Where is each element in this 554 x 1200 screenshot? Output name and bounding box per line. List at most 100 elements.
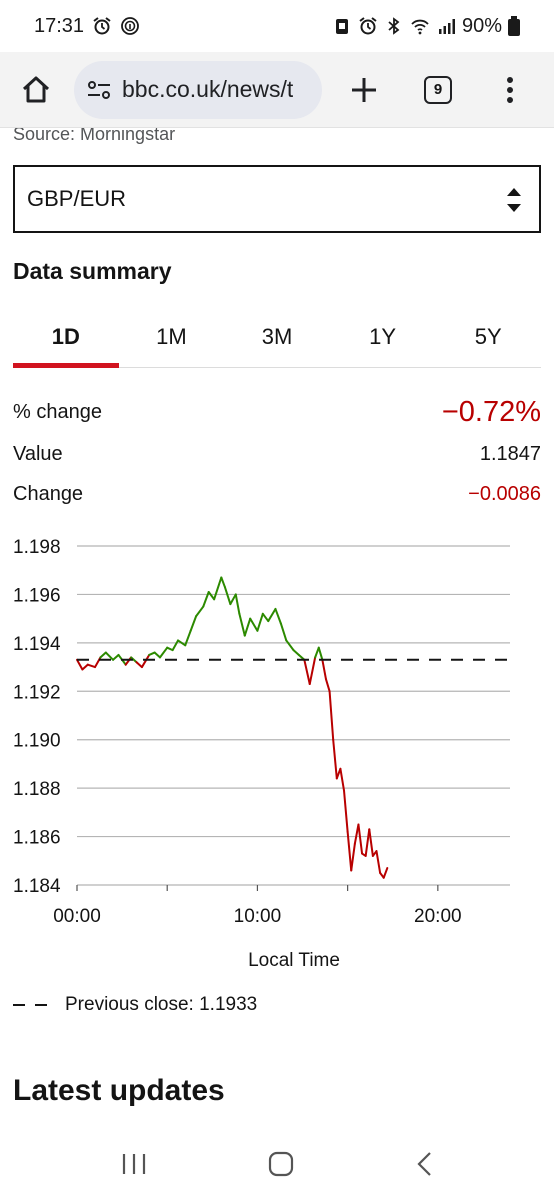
x-tick-label: 20:00 <box>414 906 462 927</box>
series-line-segment <box>130 656 138 664</box>
alarm-icon <box>93 17 111 35</box>
series-line-segment <box>364 828 371 857</box>
series-line-segment <box>339 767 346 792</box>
series-line-segment <box>249 617 259 632</box>
home-button[interactable] <box>14 68 58 112</box>
y-tick-label: 1.192 <box>13 682 61 703</box>
series-line-segment <box>202 591 210 608</box>
y-tick-label: 1.188 <box>13 779 61 800</box>
y-tick-label: 1.198 <box>13 537 61 558</box>
dashed-line-legend-icon <box>13 1004 53 1006</box>
select-arrows-icon <box>507 188 521 212</box>
series-line-segment <box>238 612 246 637</box>
chart-legend: Previous close: 1.1933 <box>13 994 257 1016</box>
series-line-segment <box>357 823 364 855</box>
series-line-segment <box>213 576 223 601</box>
signal-icon <box>438 19 455 34</box>
site-settings-icon[interactable] <box>86 79 112 101</box>
status-bar: 17:31 90% <box>0 0 554 52</box>
value-row: Value 1.1847 <box>13 443 541 466</box>
tab-1d[interactable]: 1D <box>13 306 119 368</box>
y-tick-label: 1.190 <box>13 731 61 752</box>
series-line-segment <box>229 593 237 606</box>
series-line-segment <box>321 658 327 681</box>
series-line-segment <box>343 789 349 833</box>
series-line-segment <box>124 656 133 666</box>
previous-close-label: Previous close: 1.1933 <box>65 994 258 1015</box>
change-row: Change −0.0086 <box>13 483 541 506</box>
tab-1y[interactable]: 1Y <box>369 323 397 349</box>
x-tick-label: 00:00 <box>53 906 101 927</box>
series-line-segment <box>292 649 300 656</box>
browser-toolbar: bbc.co.uk/news/t 9 <box>0 52 554 128</box>
series-line-segment <box>375 850 382 874</box>
tab-3m[interactable]: 3M <box>261 323 293 349</box>
series-line-segment <box>261 612 270 623</box>
series-line-segment <box>243 617 252 637</box>
series-line-segment <box>135 661 143 669</box>
series-line-segment <box>279 622 288 642</box>
new-tab-button[interactable] <box>342 68 386 112</box>
series-line-segment <box>332 738 338 780</box>
series-line-segment <box>324 678 331 693</box>
series-line-segment <box>303 658 311 686</box>
recent-apps-icon[interactable] <box>121 1152 147 1176</box>
series-line-segment <box>314 646 320 659</box>
y-tick-label: 1.194 <box>13 634 61 655</box>
change-value: −0.0086 <box>468 483 541 505</box>
page-content: Source: Morningstar GBP/EUR Data summary… <box>0 128 554 1128</box>
series-line-segment <box>308 656 317 686</box>
url-text: bbc.co.uk/news/t <box>122 76 294 102</box>
home-icon <box>22 76 50 102</box>
pct-change-row: % change −0.72% <box>13 396 541 429</box>
series-line-segment <box>184 629 192 647</box>
bluetooth-icon <box>388 17 400 35</box>
series-line-segment <box>158 646 169 659</box>
tab-switcher-button[interactable]: 9 <box>416 68 460 112</box>
series-line-segment <box>195 605 205 618</box>
home-nav-icon[interactable] <box>268 1151 294 1177</box>
series-line-segment <box>76 658 84 671</box>
tab-1m[interactable]: 1M <box>156 323 187 349</box>
series-line-segment <box>285 639 295 652</box>
pct-change-value: −0.72% <box>441 396 541 428</box>
battery-percent: 90% <box>461 14 502 37</box>
series-line-segment <box>171 639 180 652</box>
series-line-segment <box>317 646 324 661</box>
fingerprint-icon <box>121 17 139 35</box>
more-vertical-icon <box>507 76 513 103</box>
series-line-segment <box>267 607 277 623</box>
plus-icon <box>352 77 376 102</box>
series-line-segment <box>350 842 356 872</box>
x-tick-label: 10:00 <box>234 906 282 927</box>
change-label: Change <box>13 483 84 505</box>
battery-icon <box>508 16 520 36</box>
back-icon[interactable] <box>415 1151 433 1177</box>
currency-select[interactable]: GBP/EUR <box>13 165 541 233</box>
series-line-segment <box>177 639 187 647</box>
latest-updates-title: Latest updates <box>13 1074 225 1107</box>
tab-5y[interactable]: 5Y <box>474 323 502 349</box>
system-nav-bar <box>0 1128 554 1200</box>
tab-count: 9 <box>424 75 452 104</box>
series-line-segment <box>328 690 335 741</box>
lock-app-icon <box>335 19 348 34</box>
series-line-segment <box>81 663 89 671</box>
series-line-segment <box>223 586 232 606</box>
series-line-segment <box>104 651 115 661</box>
series-line-segment <box>140 653 151 669</box>
x-axis-label: Local Time <box>248 950 340 971</box>
exchange-rate-chart: 1.198 1.196 1.194 1.192 1.190 1.188 1.186 1.184… <box>13 537 510 971</box>
series-line-segment <box>112 653 120 661</box>
series-line-segment <box>274 607 282 625</box>
series-line-segment <box>368 828 374 857</box>
address-bar[interactable]: bbc.co.uk/news/t <box>74 60 322 119</box>
value-label: Value <box>13 443 63 465</box>
value-value: 1.1847 <box>479 443 541 465</box>
series-line-segment <box>99 651 107 659</box>
more-menu-button[interactable] <box>488 68 532 112</box>
alarm-icon <box>359 17 377 35</box>
wifi-icon <box>411 19 429 35</box>
series-line-segment <box>220 576 226 589</box>
series-line-segment <box>207 591 216 601</box>
